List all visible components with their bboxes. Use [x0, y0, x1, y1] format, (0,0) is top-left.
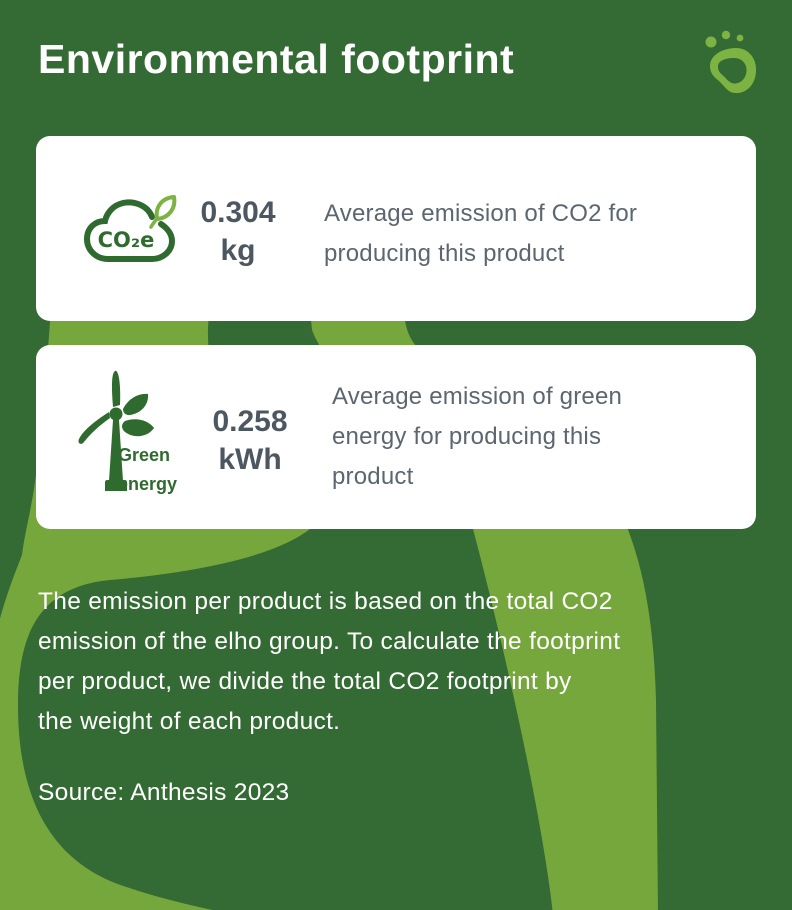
- co2-value: 0.304: [200, 196, 276, 229]
- green-energy-label-line: Green: [118, 445, 171, 465]
- explanation-line: the weight of each product.: [38, 708, 341, 735]
- co2-unit: kg: [220, 234, 256, 267]
- explanation-line: per product, we divide the total CO2 foo…: [38, 668, 572, 695]
- green-energy-label-line: energy: [118, 474, 178, 494]
- energy-value: 0.258: [212, 405, 288, 438]
- co2-emission-card: CO₂e 0.304 kg Average emission of CO2 fo…: [36, 136, 756, 321]
- green-energy-card: Green energy 0.258 kWh Average emission …: [36, 345, 756, 529]
- energy-description-line: product: [332, 463, 414, 490]
- wind-turbine-icon: [78, 370, 154, 491]
- explanation-line: The emission per product is based on the…: [38, 588, 613, 615]
- co2-description-line: producing this product: [324, 240, 565, 267]
- energy-description-line: energy for producing this: [332, 423, 602, 450]
- co2-description: Average emission of CO2 for producing th…: [324, 194, 744, 274]
- explanation-line: emission of the elho group. To calculate…: [38, 628, 621, 655]
- source-text: Source: Anthesis 2023: [38, 779, 290, 806]
- co2-value-block: 0.304 kg: [158, 194, 318, 270]
- co2e-label: CO₂e: [98, 228, 155, 252]
- energy-description-line: Average emission of green: [332, 383, 623, 410]
- header: Environmental footprint: [38, 36, 514, 83]
- energy-unit: kWh: [218, 443, 282, 476]
- co2-description-line: Average emission of CO2 for: [324, 200, 638, 227]
- page-title: Environmental footprint: [38, 36, 515, 82]
- footer-explanation: The emission per product is based on the…: [38, 582, 738, 807]
- co2e-cloud-icon: CO₂e: [83, 195, 177, 262]
- footprint-icon: [705, 30, 757, 94]
- energy-description: Average emission of green energy for pro…: [332, 377, 742, 497]
- energy-value-block: 0.258 kWh: [170, 403, 330, 479]
